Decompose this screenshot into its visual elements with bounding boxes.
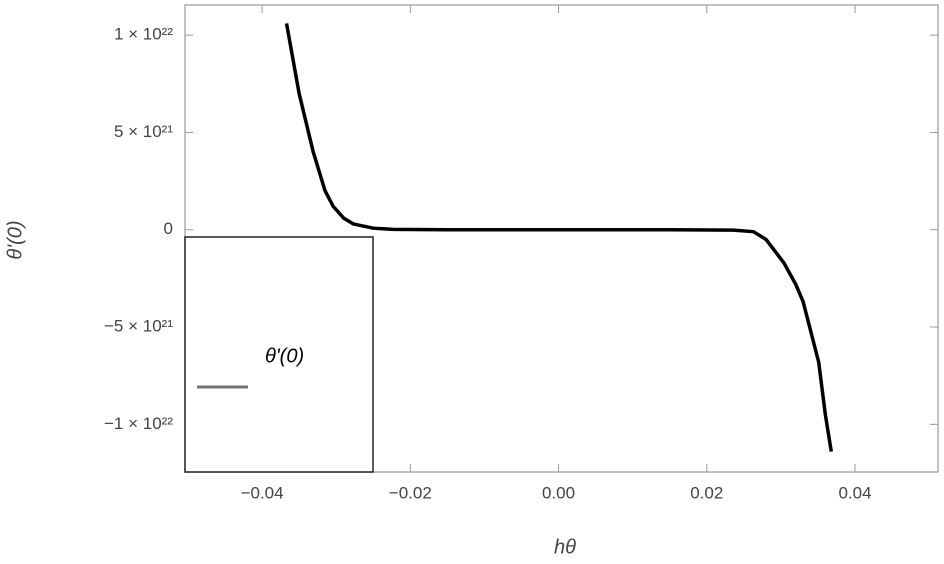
y-tick-label: 5 × 10²¹ [114,122,173,141]
x-tick-label: −0.04 [241,483,284,502]
legend-box [184,236,374,473]
y-tick-label: −1 × 10²² [104,414,173,433]
y-axis-label: θ'(0) [4,220,26,259]
y-tick-label: −5 × 10²¹ [104,317,173,336]
y-tick-label: 0 [164,219,173,238]
x-tick-label: 0.02 [690,483,723,502]
data-line [284,23,834,452]
x-tick-label: −0.02 [389,483,432,502]
x-tick-label: 0.04 [838,483,871,502]
x-tick-label: 0.00 [542,483,575,502]
x-axis-label: hθ [554,536,576,558]
legend-label: θ'(0) [265,345,304,367]
y-tick-label: 1 × 10²² [114,25,173,44]
